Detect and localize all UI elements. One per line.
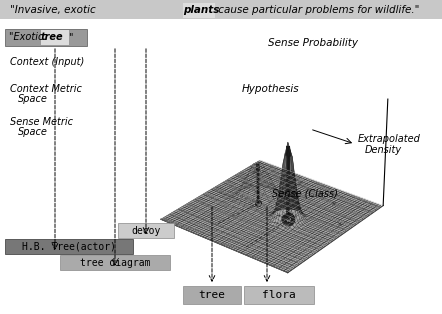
Text: Context (Input): Context (Input) [10, 57, 84, 67]
Text: tree: tree [41, 33, 64, 42]
Text: Hypothesis: Hypothesis [242, 84, 300, 94]
Text: Space: Space [18, 94, 48, 104]
Text: "Exotic: "Exotic [9, 33, 46, 42]
Text: Extrapolated: Extrapolated [358, 134, 421, 144]
Text: ": " [68, 33, 72, 42]
Text: H.B. Tree(actor): H.B. Tree(actor) [22, 241, 116, 252]
Bar [5, 29, 87, 46]
Text: Sense Probability: Sense Probability [268, 38, 358, 48]
Text: Space: Space [18, 127, 48, 137]
Bar [244, 286, 314, 304]
Bar [118, 223, 174, 238]
Text: tree: tree [198, 290, 225, 300]
Bar [183, 286, 241, 304]
Bar [41, 30, 69, 45]
Text: Sense (Class): Sense (Class) [272, 189, 338, 199]
Text: "Invasive, exotic: "Invasive, exotic [10, 5, 99, 15]
Text: Density: Density [365, 145, 402, 155]
Bar [183, 3, 215, 18]
Text: Sense Metric: Sense Metric [10, 117, 73, 127]
Text: tree diagram: tree diagram [80, 257, 150, 268]
Text: plants: plants [183, 5, 219, 15]
Bar [60, 255, 170, 270]
Text: cause particular problems for wildlife.": cause particular problems for wildlife." [215, 5, 419, 15]
Text: Context Metric: Context Metric [10, 84, 82, 94]
Bar [5, 239, 133, 254]
Text: flora: flora [262, 290, 296, 300]
Text: decoy: decoy [131, 225, 161, 236]
Bar [0, 0, 442, 19]
